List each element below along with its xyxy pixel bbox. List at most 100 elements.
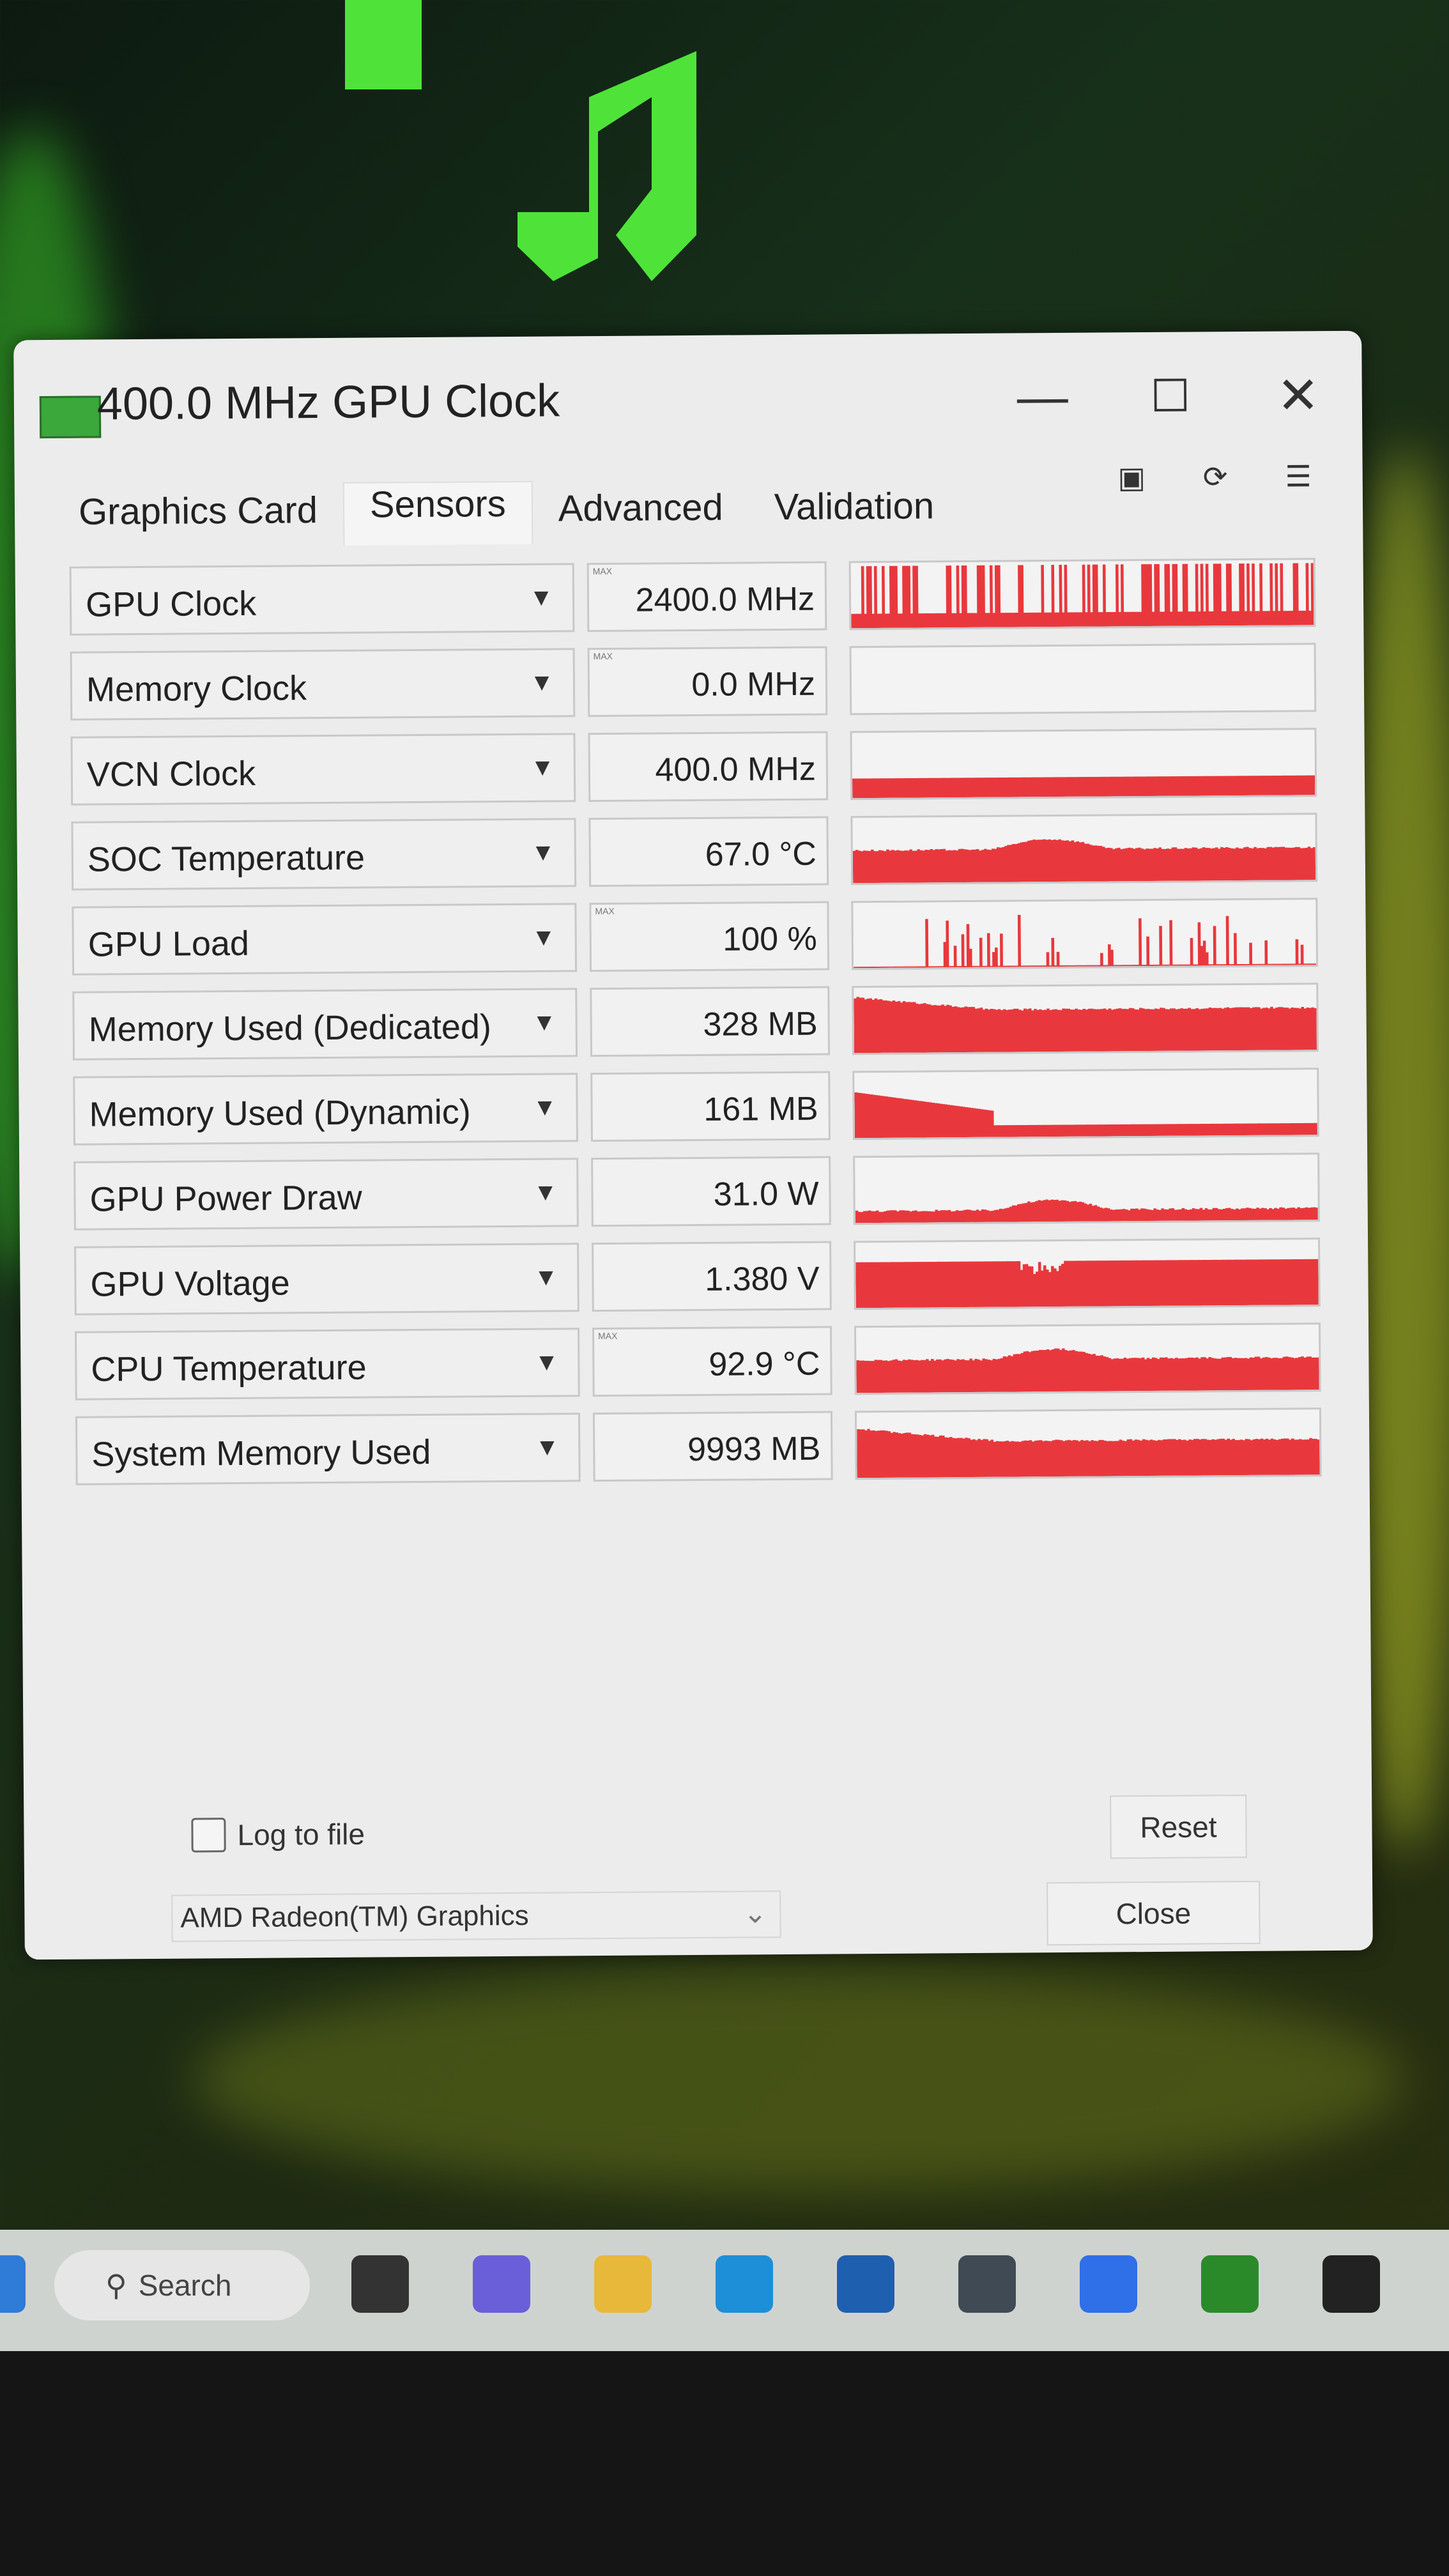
start-icon[interactable] bbox=[0, 2255, 26, 2313]
title-bar[interactable]: 400.0 MHz GPU Clock — ☐ ✕ bbox=[13, 331, 1362, 462]
sensor-name-dropdown[interactable]: SOC Temperature ▼ bbox=[71, 818, 577, 891]
graph-bar bbox=[1133, 611, 1137, 627]
graph-bar bbox=[1170, 776, 1174, 796]
graph-bar bbox=[1005, 1356, 1009, 1392]
menu-icon[interactable]: ☰ bbox=[1285, 459, 1312, 493]
maximize-button[interactable]: ☐ bbox=[1150, 371, 1191, 421]
xbox-icon[interactable] bbox=[1201, 2255, 1259, 2313]
graph-bar bbox=[1276, 1208, 1280, 1220]
terminal-icon[interactable] bbox=[351, 2255, 409, 2313]
graph-bar bbox=[1221, 611, 1225, 626]
sgw-icon[interactable] bbox=[1322, 2255, 1380, 2313]
graph-bar bbox=[935, 1261, 939, 1308]
minimize-button[interactable]: — bbox=[1016, 367, 1069, 425]
graph-bar bbox=[874, 966, 877, 969]
sensor-name-dropdown[interactable]: VCN Clock ▼ bbox=[70, 733, 576, 806]
graph-bar bbox=[1018, 1009, 1022, 1052]
graph-bar bbox=[1147, 1009, 1151, 1052]
graph-bar bbox=[1091, 777, 1094, 797]
graph-bar bbox=[1023, 1440, 1027, 1477]
graph-bar bbox=[1100, 953, 1103, 967]
graph-bar bbox=[908, 778, 912, 798]
sensor-name-dropdown[interactable]: GPU Voltage ▼ bbox=[74, 1243, 579, 1315]
graph-bar bbox=[1241, 848, 1245, 881]
graph-bar bbox=[1005, 965, 1008, 967]
azure-icon[interactable] bbox=[1080, 2255, 1137, 2313]
graph-bar bbox=[974, 1358, 978, 1392]
refresh-icon[interactable]: ⟳ bbox=[1202, 460, 1228, 494]
sensor-name-dropdown[interactable]: GPU Clock ▼ bbox=[69, 563, 575, 636]
device-select[interactable]: AMD Radeon(TM) Graphics ⌄ bbox=[171, 1890, 781, 1942]
reset-button[interactable]: Reset bbox=[1110, 1794, 1247, 1859]
graph-bar bbox=[1248, 1259, 1252, 1305]
graph-bar bbox=[1057, 1439, 1061, 1477]
graph-bar bbox=[907, 1002, 912, 1053]
close-window-button[interactable]: ✕ bbox=[1276, 366, 1320, 424]
camera-icon[interactable]: ▣ bbox=[1117, 461, 1146, 494]
graph-bar bbox=[878, 1211, 882, 1223]
graph-bar bbox=[1298, 963, 1301, 965]
graph-bar bbox=[877, 1095, 881, 1138]
graph-bar bbox=[917, 1360, 921, 1393]
graph-bar bbox=[1236, 1208, 1239, 1221]
graph-bar bbox=[960, 1438, 963, 1478]
graph-bar bbox=[923, 1434, 927, 1478]
graph-bar bbox=[1127, 1124, 1130, 1137]
graph-bar bbox=[1271, 1209, 1275, 1220]
teams-icon[interactable] bbox=[473, 2255, 530, 2313]
graph-bar bbox=[1274, 1259, 1278, 1305]
graph-bar bbox=[1186, 848, 1190, 881]
graph-bar bbox=[871, 1262, 875, 1308]
graph-bar bbox=[900, 613, 903, 628]
graph-bar bbox=[1230, 1259, 1234, 1306]
graph-bar bbox=[1024, 1124, 1028, 1137]
graph-bar bbox=[1195, 964, 1199, 966]
sensor-name-dropdown[interactable]: Memory Used (Dedicated) ▼ bbox=[72, 988, 578, 1061]
tab-graphics-card[interactable]: Graphics Card bbox=[78, 489, 318, 533]
dropdown-arrow-icon: ▼ bbox=[532, 1009, 556, 1036]
graph-bar bbox=[1048, 612, 1052, 627]
sensor-name-dropdown[interactable]: Memory Used (Dynamic) ▼ bbox=[73, 1073, 578, 1146]
graph-bar bbox=[1212, 1208, 1216, 1221]
graph-bar bbox=[1279, 847, 1283, 880]
graph-bar bbox=[1014, 1125, 1017, 1137]
graph-bar bbox=[1114, 1441, 1117, 1476]
taskbar-search[interactable]: ⚲ Search bbox=[54, 2250, 310, 2320]
graph-bar bbox=[1102, 564, 1107, 627]
graph-bar bbox=[1194, 1209, 1198, 1221]
graph-bar bbox=[1078, 1124, 1082, 1137]
graph-bar bbox=[1208, 1007, 1212, 1051]
graph-bar bbox=[866, 566, 870, 629]
graph-bar bbox=[1229, 1357, 1232, 1391]
graph-bar bbox=[905, 966, 908, 968]
sensor-name-dropdown[interactable]: System Memory Used ▼ bbox=[75, 1413, 581, 1485]
graph-bar bbox=[1239, 1358, 1243, 1391]
graph-bar bbox=[882, 1360, 885, 1393]
store-icon[interactable] bbox=[837, 2255, 894, 2313]
sensor-name-dropdown[interactable]: GPU Power Draw ▼ bbox=[73, 1158, 579, 1230]
close-button[interactable]: Close bbox=[1046, 1880, 1261, 1946]
sensor-name-dropdown[interactable]: GPU Load ▼ bbox=[72, 903, 578, 976]
checkbox-box[interactable] bbox=[191, 1818, 226, 1853]
edge-icon[interactable] bbox=[716, 2255, 773, 2313]
tab-sensors[interactable]: Sensors bbox=[342, 480, 533, 546]
graph-bar bbox=[1268, 1123, 1272, 1135]
graph-bar bbox=[912, 1002, 917, 1053]
tab-advanced[interactable]: Advanced bbox=[558, 486, 723, 530]
file-explorer-icon[interactable] bbox=[594, 2255, 652, 2313]
graph-bar bbox=[1136, 611, 1140, 627]
graph-bar bbox=[1027, 1124, 1031, 1137]
sensor-name-dropdown[interactable]: CPU Temperature ▼ bbox=[75, 1328, 580, 1400]
graph-bar bbox=[1131, 1440, 1135, 1476]
graph-bar bbox=[1308, 610, 1312, 625]
max-tag: MAX bbox=[592, 565, 613, 577]
graph-bar bbox=[1271, 776, 1275, 795]
app-icon[interactable] bbox=[958, 2255, 1016, 2313]
log-to-file-checkbox[interactable]: Log to file bbox=[191, 1817, 365, 1853]
sensor-name-dropdown[interactable]: Memory Clock ▼ bbox=[70, 648, 576, 721]
graph-bar bbox=[904, 1210, 907, 1223]
sensor-value: 9993 MB bbox=[687, 1430, 821, 1469]
tab-validation[interactable]: Validation bbox=[774, 485, 935, 528]
graph-bar bbox=[1304, 775, 1308, 795]
graph-bar bbox=[865, 1211, 869, 1223]
